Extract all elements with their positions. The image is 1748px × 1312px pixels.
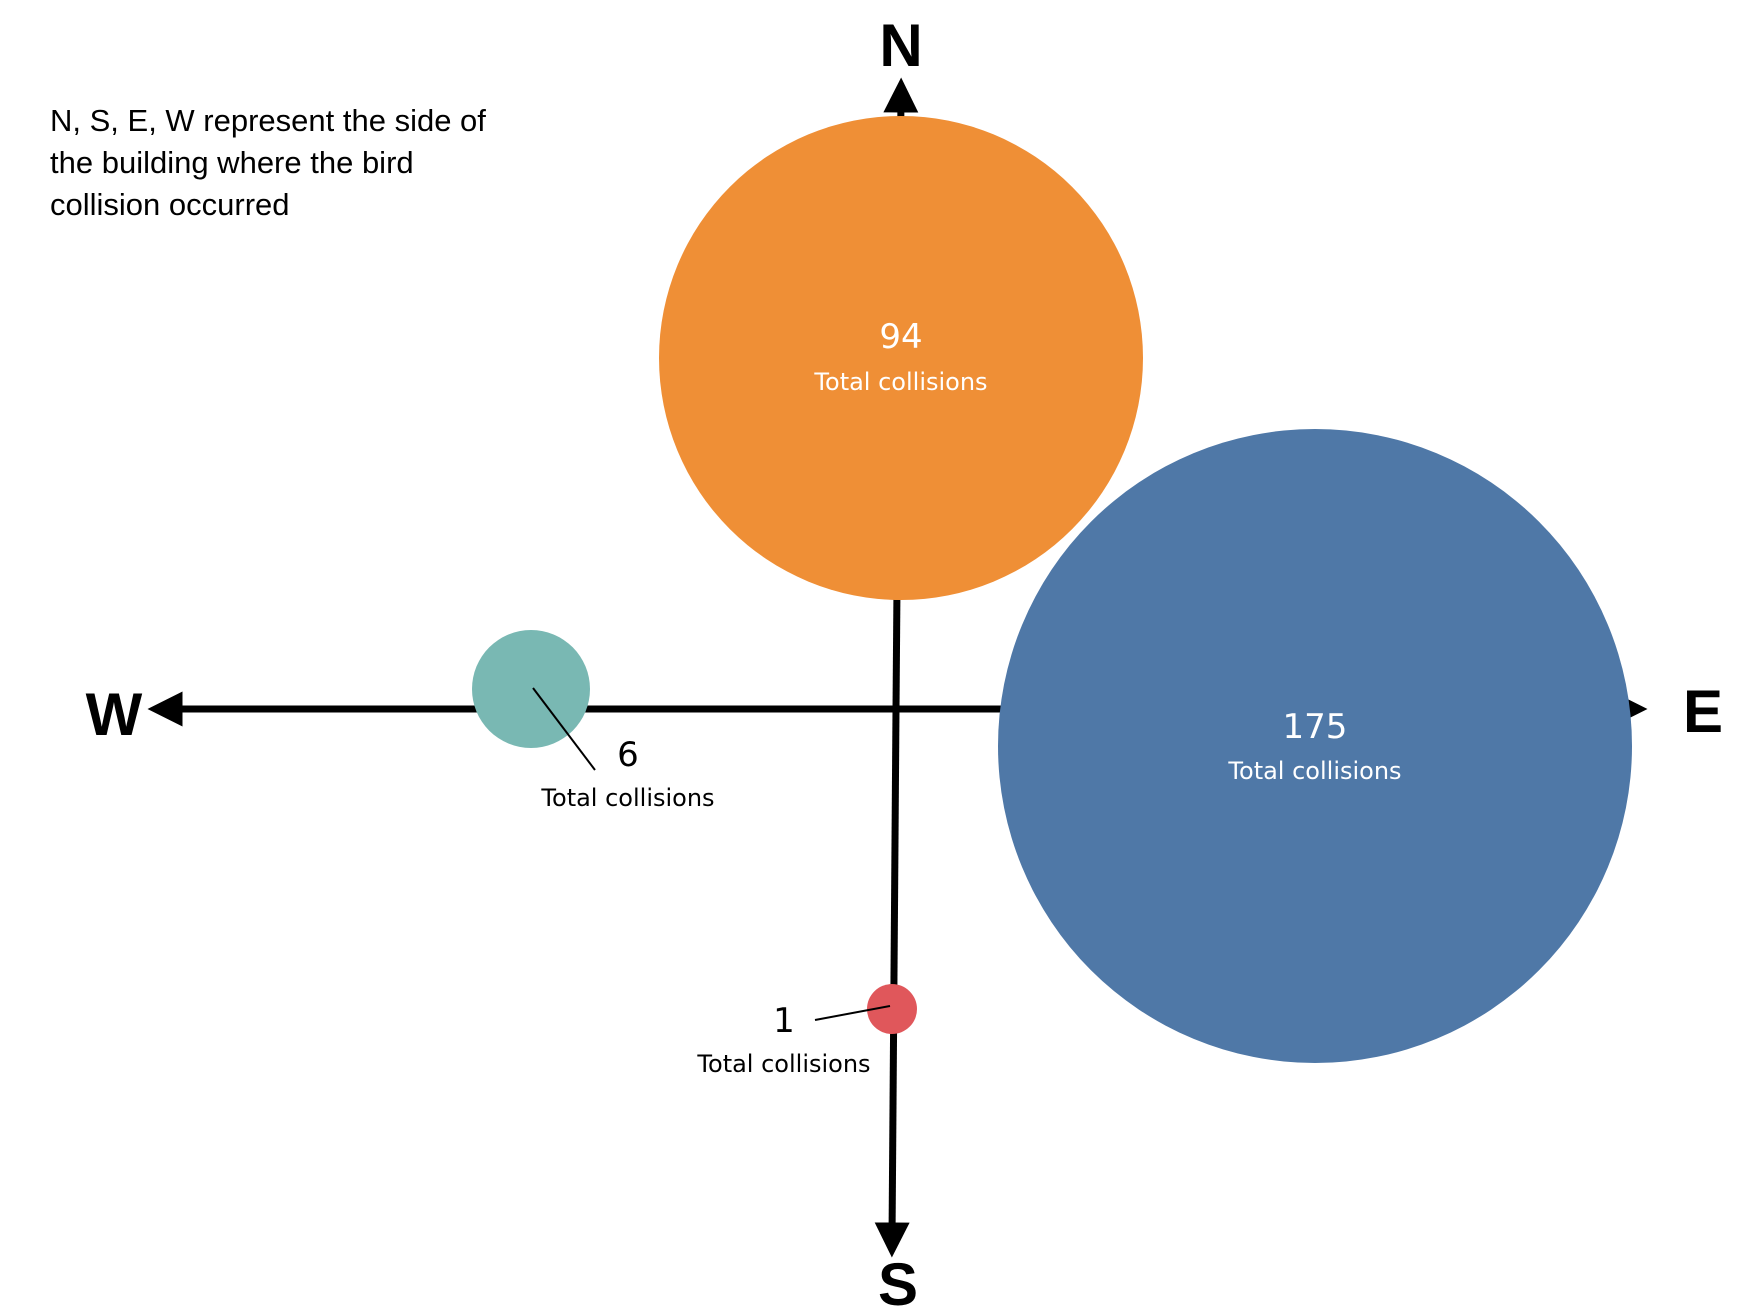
value-south: 1 <box>773 1001 795 1041</box>
value-label-south: Total collisions <box>696 1050 870 1078</box>
bubble-north <box>659 116 1143 600</box>
label-south: S <box>878 1251 918 1312</box>
value-label-north: Total collisions <box>813 368 987 396</box>
axis-south <box>874 708 910 1258</box>
value-west: 6 <box>617 735 639 775</box>
bubble-south <box>867 984 917 1034</box>
label-east: E <box>1683 678 1723 745</box>
value-north: 94 <box>879 317 922 357</box>
value-east: 175 <box>1283 707 1348 747</box>
bubble-east <box>998 429 1632 1063</box>
leader-line-south <box>814 1005 891 1021</box>
chart-note: N, S, E, W represent the side of the bui… <box>50 103 486 222</box>
bubble-west <box>472 630 590 748</box>
label-north: N <box>879 12 922 79</box>
value-label-east: Total collisions <box>1227 757 1401 785</box>
value-label-west: Total collisions <box>540 784 714 812</box>
leader-line-west <box>532 687 596 771</box>
label-west: W <box>86 681 143 748</box>
